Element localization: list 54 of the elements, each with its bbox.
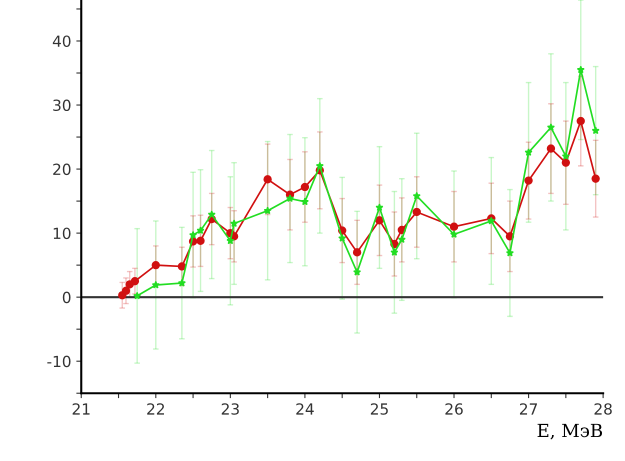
point [130,276,140,286]
point [562,152,570,160]
point [576,116,585,126]
point [398,235,406,244]
point [316,162,324,170]
point [208,210,216,218]
point [338,234,346,242]
point [152,280,160,288]
point [390,248,398,256]
point [592,174,600,183]
x-tick-label: 21 [72,403,90,415]
point [562,158,570,167]
point [196,236,205,245]
y-tick-label: 30 [53,100,71,112]
point [546,123,555,131]
x-tick-label: 23 [222,403,239,415]
x-tick-label: 25 [370,403,388,415]
x-tick-label: 26 [445,403,463,415]
point [353,268,362,276]
point [178,262,186,271]
point [506,248,514,256]
point [352,248,362,256]
x-tick-label: 24 [296,403,314,415]
point [375,203,384,212]
point [450,222,458,231]
point [576,66,585,74]
point [592,126,600,134]
x-tick-label: 28 [594,403,612,415]
point [152,260,160,270]
x-tick-label: 22 [147,403,164,415]
point [524,148,533,156]
point [524,176,533,185]
point [230,219,238,228]
point [375,216,384,224]
point [412,192,421,200]
point [546,144,556,153]
y-tick-label: 40 [52,35,71,48]
y-tick-label: -10 [47,356,71,368]
point [450,230,458,238]
y-tick-label: 20 [53,164,71,176]
point [412,208,421,216]
point [196,226,205,234]
point [487,216,496,224]
y-tick-label: 10 [54,228,71,240]
point [286,194,294,202]
x-tick-label: 27 [520,403,537,415]
point [122,286,130,295]
x-axis-title: E, МэВ [538,424,602,440]
point [226,236,234,244]
y-tick-label: 0 [62,292,71,304]
point [300,198,309,206]
point [189,230,198,239]
point [263,175,272,184]
point [300,182,310,192]
